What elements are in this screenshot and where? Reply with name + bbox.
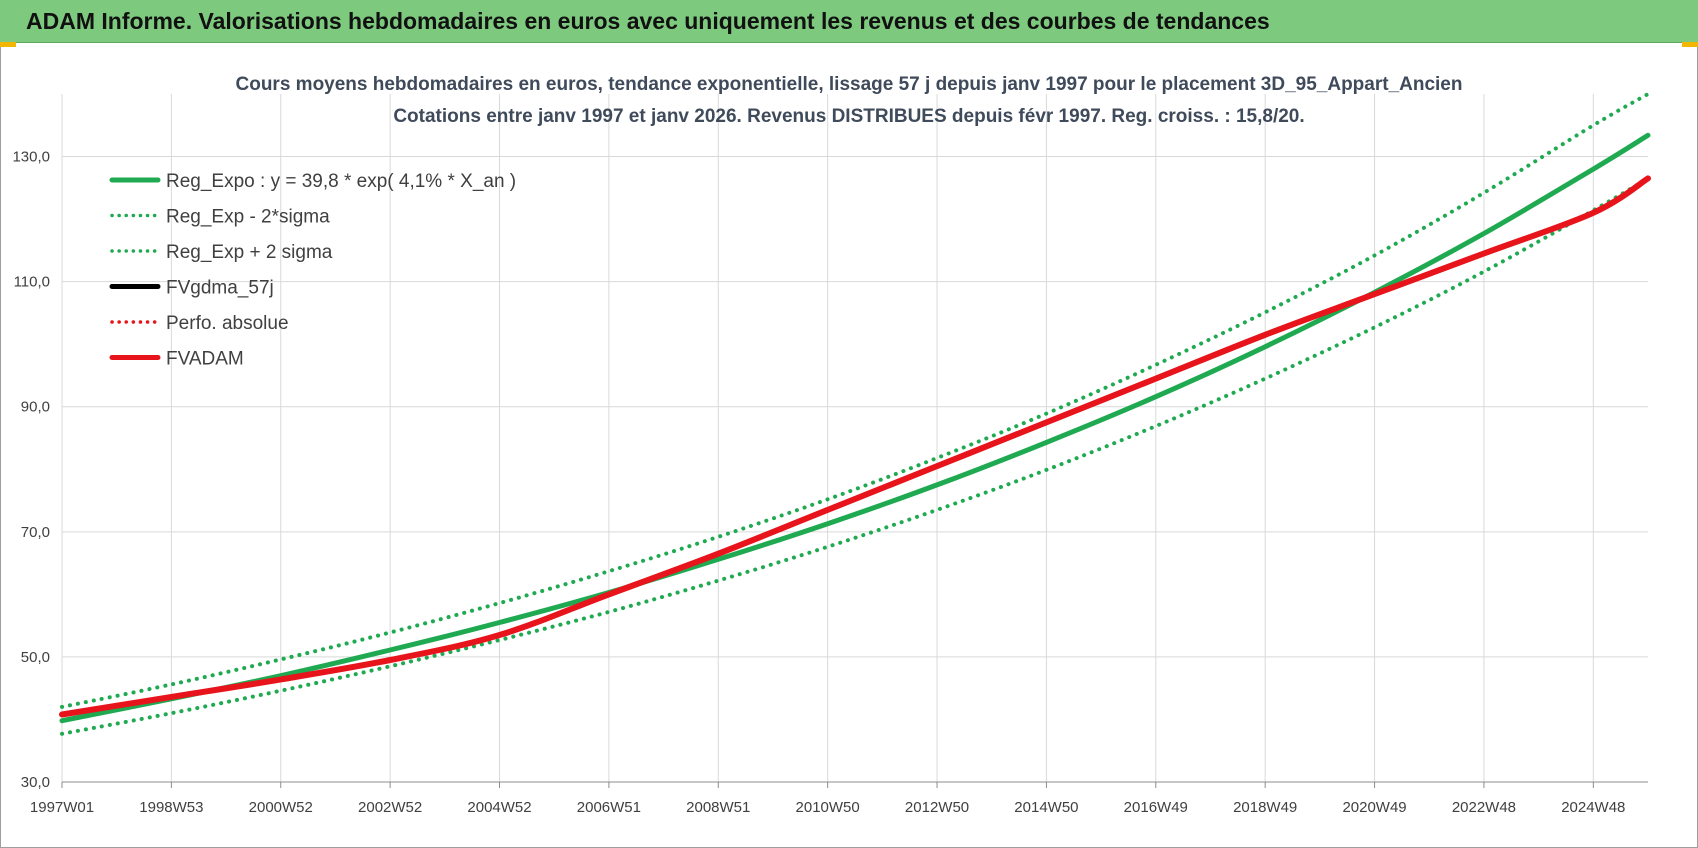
x-tick-label: 2020W49 [1342, 799, 1406, 816]
x-tick-label: 2014W50 [1014, 799, 1078, 816]
series-line-reg-expo-y-39-8-exp-4-1-x-an [59, 132, 1651, 724]
x-tick-label: 2022W48 [1452, 799, 1516, 816]
chart-axes: 30,0 50,0 70,0 90,0 110,0 130,0 1997W01 1998W53… [12, 149, 1648, 816]
legend-label: Reg_Exp + 2 sigma [166, 242, 333, 263]
y-tick-label: 130,0 [12, 149, 50, 166]
series-line-fvadam [59, 175, 1651, 718]
x-tick-label: 1997W01 [30, 799, 94, 816]
chart-grid [61, 94, 1648, 783]
x-tick-label: 2024W48 [1561, 799, 1625, 816]
y-tick-label: 30,0 [21, 774, 50, 791]
y-tick-label: 110,0 [14, 274, 50, 291]
series-line-reg-exp-2-sigma [60, 176, 1650, 736]
x-tick-label: 2006W51 [577, 799, 641, 816]
legend-label: Perfo. absolue [166, 313, 289, 334]
x-tick-label: 2018W49 [1233, 799, 1297, 816]
report-title: ADAM Informe. Valorisations hebdomadaire… [26, 8, 1270, 34]
series-line-reg-exp-2-sigma [60, 92, 1650, 709]
corner-marker-right [1682, 42, 1698, 47]
x-tick-label: 2010W50 [796, 799, 860, 816]
legend-label: FVgdma_57j [166, 278, 274, 299]
chart-subtitle: Cotations entre janv 1997 et janv 2026. … [393, 106, 1304, 127]
x-tick-label: 2000W52 [249, 799, 313, 816]
x-tick-label: 2008W51 [686, 799, 750, 816]
x-tick-label: 2002W52 [358, 799, 422, 816]
y-tick-label: 50,0 [21, 649, 50, 666]
chart-title: Cours moyens hebdomadaires en euros, ten… [236, 74, 1463, 95]
corner-marker-left [0, 42, 16, 47]
report-banner: ADAM Informe. Valorisations hebdomadaire… [0, 0, 1698, 43]
legend-label: Reg_Exp - 2*sigma [166, 207, 330, 228]
legend-label: Reg_Expo : y = 39,8 * exp( 4,1% * X_an ) [166, 171, 516, 192]
x-tick-label: 2004W52 [467, 799, 531, 816]
legend-label: FVADAM [166, 349, 244, 370]
chart-series [59, 92, 1651, 736]
y-tick-label: 70,0 [21, 524, 50, 541]
x-tick-label: 2016W49 [1124, 799, 1188, 816]
y-tick-label: 90,0 [21, 399, 50, 416]
x-tick-label: 2012W50 [905, 799, 969, 816]
x-tick-label: 1998W53 [139, 799, 203, 816]
chart-legend: Reg_Expo : y = 39,8 * exp( 4,1% * X_an )… [109, 171, 516, 370]
